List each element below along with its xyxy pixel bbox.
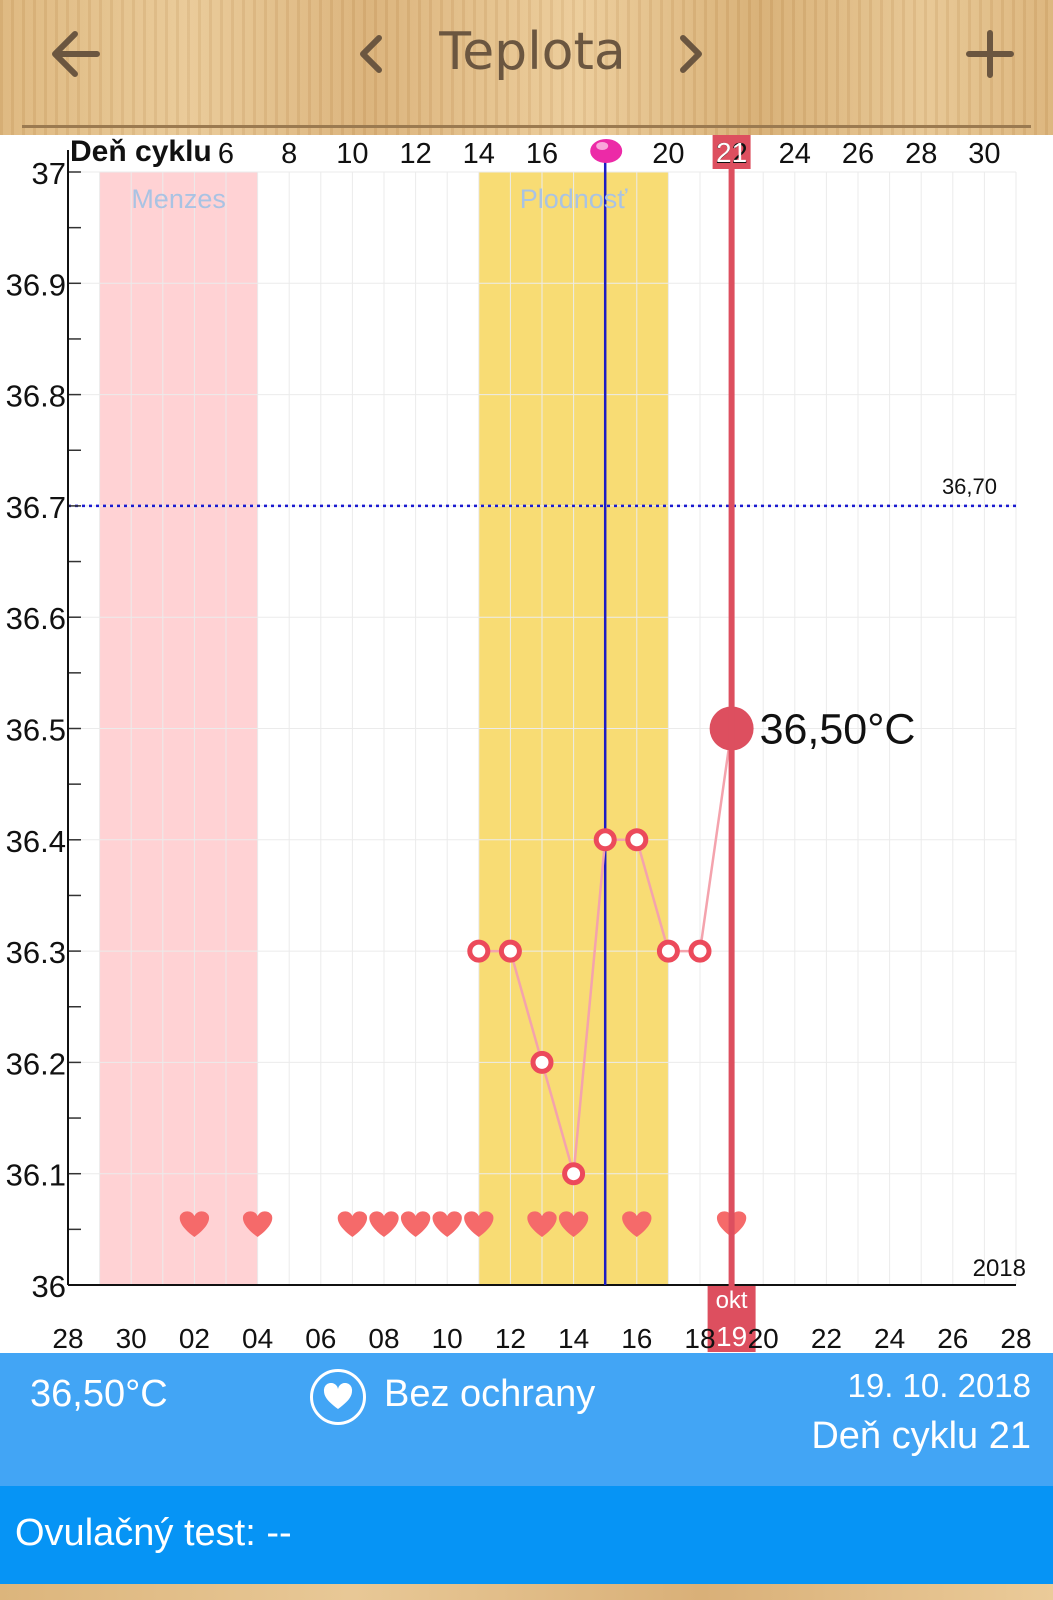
heart-icon [310,1369,366,1425]
selected-cycle-day-label: 21 [716,137,747,168]
heart-icon [400,1211,431,1237]
temperature-point[interactable] [498,939,522,963]
heart-icon [337,1211,368,1237]
heart-icon [622,1211,652,1237]
date-tick-label: 18 [684,1323,715,1354]
y-tick-label: 36.8 [6,379,66,414]
top-tick-label: 24 [779,138,811,170]
top-tick-label: 6 [218,138,234,170]
temperature-point[interactable] [656,939,680,963]
protection-label: Bez ochrany [384,1373,596,1415]
temperature-chart[interactable]: Menzes Plodnosť 37 36.9 36.8 36.7 36.6 36.5 36.4… [0,132,1053,1354]
date-tick-label: 08 [368,1323,399,1354]
date-tick-label: 28 [1000,1323,1031,1354]
top-tick-label: 16 [526,138,558,170]
heart-icon [464,1211,494,1237]
y-tick-label: 36.6 [6,601,66,636]
top-tick-label: 8 [281,138,297,170]
temperature-value: 36,50°C [30,1373,168,1415]
date-tick-label: 30 [116,1323,147,1354]
date-tick-label: 20 [748,1323,779,1354]
heart-icon [527,1211,557,1237]
heart-icon [369,1211,399,1237]
add-button[interactable] [955,14,1025,94]
heart-icon [179,1211,210,1237]
date-tick-label: 16 [621,1323,652,1354]
cycle-day-label: Deň cyklu 21 [811,1415,1031,1457]
y-tick-label: 36.9 [6,267,66,302]
date-tick-label: 26 [937,1323,968,1354]
date-label: 19. 10. 2018 [847,1367,1032,1404]
temperature-point[interactable] [530,1050,554,1074]
heart-icon [242,1211,273,1237]
y-tick-label: 36 [32,1269,66,1304]
top-tick-label: 22 [715,138,747,170]
selected-temperature-label: 36,50°C [760,706,916,754]
top-axis-label: Deň cyklu [70,135,212,168]
y-tick-label: 36.1 [6,1158,66,1193]
date-tick-label: 02 [179,1323,210,1354]
temperature-point[interactable] [467,939,491,963]
selected-date-label: 19 [716,1321,747,1352]
temperature-point[interactable] [593,828,617,852]
date-tick-label: 06 [305,1323,336,1354]
y-tick-label: 36.7 [6,490,66,525]
date-tick-label: 22 [811,1323,842,1354]
ovulation-marker-highlight [596,142,609,150]
page-title: Teplota [439,22,626,82]
selected-date-badge [707,1286,756,1352]
top-tick-label: 28 [905,138,937,170]
top-tick-label: 14 [463,138,495,170]
chevron-left-icon [360,35,382,73]
year-label: 2018 [973,1255,1026,1282]
ovulation-marker-icon [590,139,623,163]
top-tick-label: 10 [336,138,368,170]
ovulation-test-label: Ovulačný test: -- [15,1512,292,1554]
next-button[interactable] [672,14,712,94]
plus-icon [966,30,1014,78]
previous-button[interactable] [350,14,390,94]
bottom-strip [0,1584,1053,1600]
arrow-left-icon [52,31,100,77]
band-label: Menzes [131,184,226,214]
temperature-point[interactable] [562,1162,586,1186]
coverline-label: 36,70 [942,474,997,499]
chevron-right-icon [680,35,702,73]
y-tick-label: 36.4 [6,824,66,859]
top-tick-label: 20 [652,138,684,170]
band-label: Plodnosť [520,184,629,214]
date-tick-label: 14 [558,1323,589,1354]
date-tick-label: 04 [242,1323,273,1354]
day-info-bar[interactable]: 36,50°C Bez ochrany 19. 10. 2018 Deň cyk… [0,1353,1053,1486]
heart-icon [558,1211,589,1237]
header-divider [22,125,1031,128]
top-tick-label: 12 [399,138,431,170]
ovulation-test-bar[interactable]: Ovulačný test: -- [0,1486,1053,1584]
top-tick-label: 30 [968,138,1000,170]
temperature-point[interactable] [625,828,649,852]
back-button[interactable] [40,14,110,94]
selected-cycle-day-badge [712,135,751,169]
top-tick-label: 26 [842,138,874,170]
y-tick-label: 36.5 [6,713,66,748]
app-header: Teplota [0,0,1053,135]
date-tick-label: 28 [52,1323,83,1354]
date-tick-label: 10 [432,1323,463,1354]
date-tick-label: 12 [495,1323,526,1354]
date-tick-label: 24 [874,1323,905,1354]
y-tick-label: 36.3 [6,935,66,970]
temperature-point[interactable] [688,939,712,963]
selected-month-label: okt [716,1287,748,1314]
y-tick-label: 36.2 [6,1046,66,1081]
y-tick-label: 37 [32,156,66,191]
heart-icon [432,1211,462,1237]
